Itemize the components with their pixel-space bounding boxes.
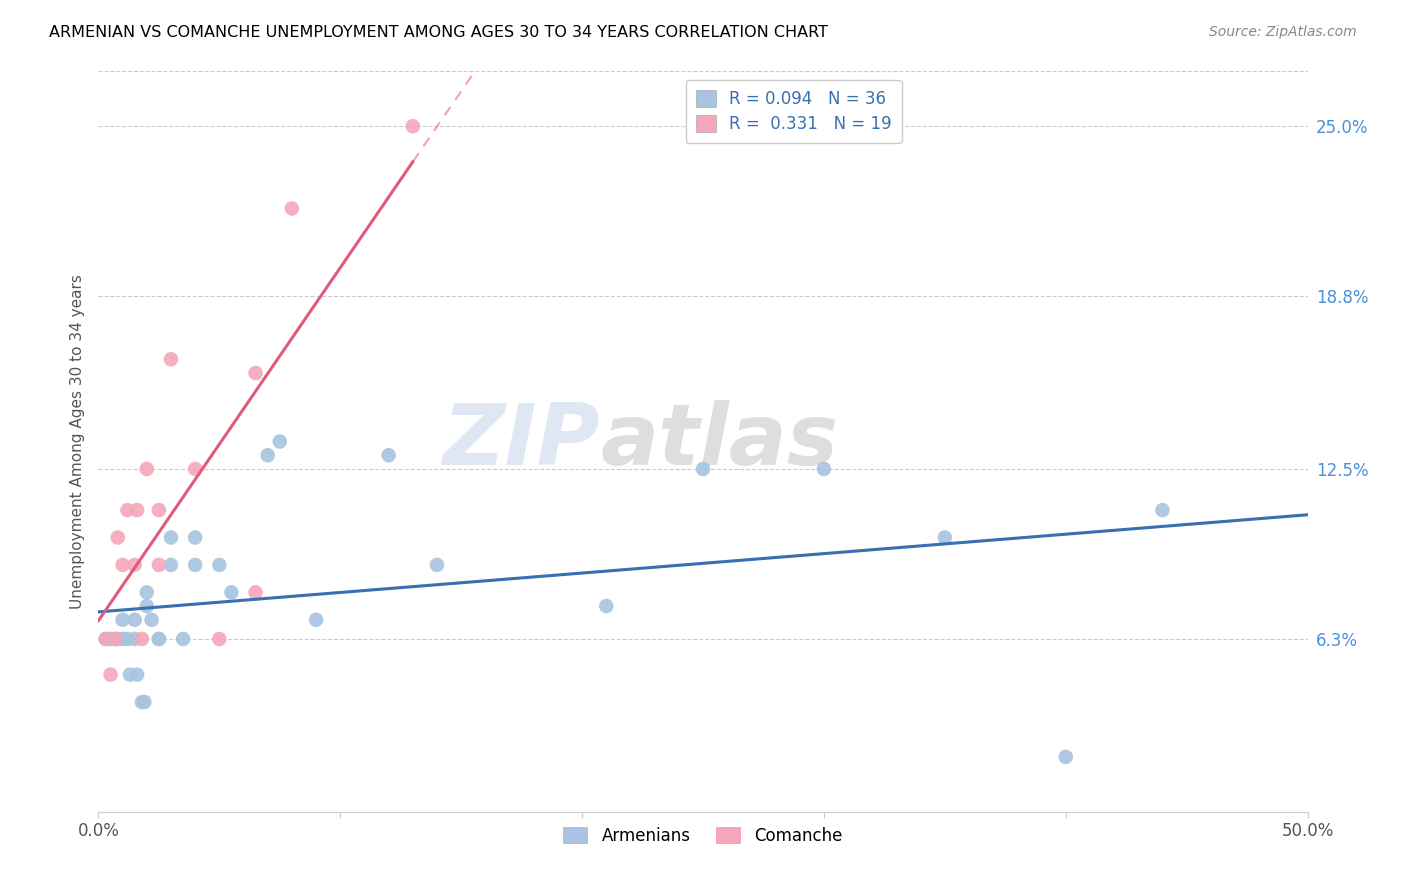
Point xyxy=(426,558,449,572)
Point xyxy=(124,632,146,646)
Point xyxy=(94,632,117,646)
Point xyxy=(208,558,231,572)
Point xyxy=(135,585,157,599)
Point xyxy=(184,462,207,476)
Point xyxy=(131,632,153,646)
Point xyxy=(184,558,207,572)
Point xyxy=(124,558,146,572)
Point xyxy=(256,448,278,462)
Point xyxy=(221,585,243,599)
Point xyxy=(208,632,231,646)
Point xyxy=(127,667,149,681)
Legend: Armenians, Comanche: Armenians, Comanche xyxy=(557,820,849,852)
Point xyxy=(107,531,129,545)
Point xyxy=(269,434,291,449)
Point xyxy=(184,531,207,545)
Point xyxy=(111,632,134,646)
Point xyxy=(245,585,267,599)
Point xyxy=(281,202,304,216)
Point xyxy=(100,667,122,681)
Point xyxy=(124,613,146,627)
Point xyxy=(127,503,149,517)
Text: atlas: atlas xyxy=(600,400,838,483)
Point xyxy=(148,632,170,646)
Point xyxy=(117,632,139,646)
Point xyxy=(104,632,127,646)
Point xyxy=(692,462,714,476)
Point xyxy=(172,632,194,646)
Point xyxy=(135,599,157,613)
Point xyxy=(377,448,399,462)
Point xyxy=(148,558,170,572)
Point xyxy=(1054,750,1077,764)
Point xyxy=(160,352,183,367)
Point xyxy=(160,531,183,545)
Text: ARMENIAN VS COMANCHE UNEMPLOYMENT AMONG AGES 30 TO 34 YEARS CORRELATION CHART: ARMENIAN VS COMANCHE UNEMPLOYMENT AMONG … xyxy=(49,25,828,40)
Text: Source: ZipAtlas.com: Source: ZipAtlas.com xyxy=(1209,25,1357,39)
Point xyxy=(402,119,425,133)
Point xyxy=(107,632,129,646)
Point xyxy=(148,632,170,646)
Point xyxy=(813,462,835,476)
Point xyxy=(1152,503,1174,517)
Point xyxy=(131,695,153,709)
Text: ZIP: ZIP xyxy=(443,400,600,483)
Point xyxy=(934,531,956,545)
Point xyxy=(117,503,139,517)
Point xyxy=(94,632,117,646)
Point xyxy=(245,366,267,380)
Point xyxy=(104,632,127,646)
Point xyxy=(111,613,134,627)
Point xyxy=(141,613,163,627)
Point xyxy=(135,462,157,476)
Point xyxy=(100,632,122,646)
Point xyxy=(305,613,328,627)
Y-axis label: Unemployment Among Ages 30 to 34 years: Unemployment Among Ages 30 to 34 years xyxy=(69,274,84,609)
Point xyxy=(160,558,183,572)
Point xyxy=(595,599,617,613)
Point xyxy=(118,667,141,681)
Point xyxy=(134,695,156,709)
Point xyxy=(148,503,170,517)
Point xyxy=(111,558,134,572)
